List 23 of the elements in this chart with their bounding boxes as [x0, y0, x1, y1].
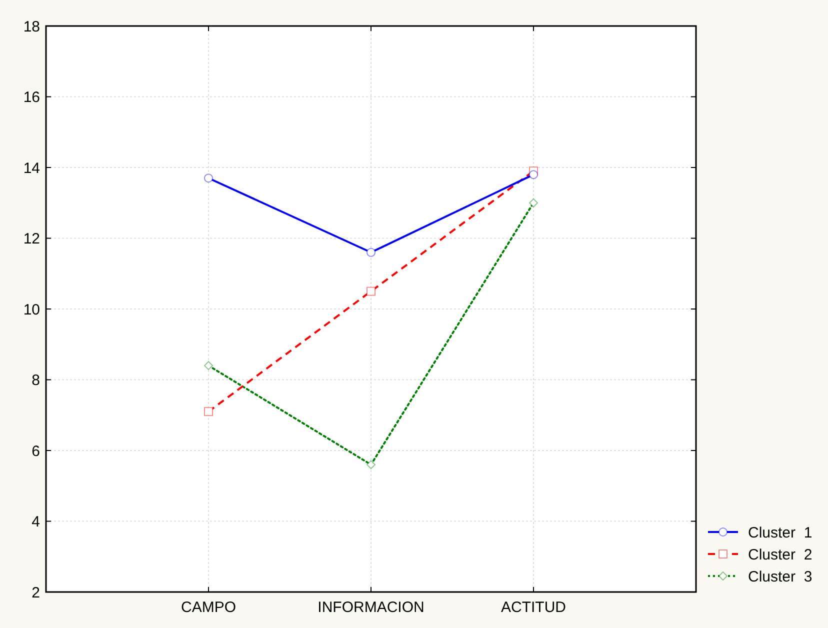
y-tick-label: 4	[32, 514, 40, 530]
point	[529, 170, 538, 180]
y-tick-label: 14	[23, 160, 40, 177]
point	[366, 286, 376, 296]
legend-label: Cluster 3	[748, 568, 812, 586]
point	[204, 174, 213, 183]
point	[366, 248, 376, 257]
y-tick-label: 12	[23, 230, 40, 248]
point	[366, 460, 376, 470]
legend-label: Cluster 2	[748, 546, 812, 564]
point	[529, 198, 538, 208]
point	[204, 407, 213, 416]
y-tick-label: 8	[32, 372, 40, 389]
y-tick-label: 18	[23, 18, 40, 36]
y-tick-label: 6	[32, 442, 40, 460]
x-tick-label: ACTITUD	[501, 599, 566, 616]
y-tick-label: 2	[32, 584, 40, 602]
x-tick-label: CAMPO	[180, 599, 236, 616]
x-tick-label: INFORMACION	[318, 599, 424, 616]
point	[204, 361, 213, 370]
legend-label: Cluster 1	[748, 524, 812, 542]
y-tick-label: 10	[23, 301, 40, 318]
y-tick-label: 16	[23, 89, 40, 106]
